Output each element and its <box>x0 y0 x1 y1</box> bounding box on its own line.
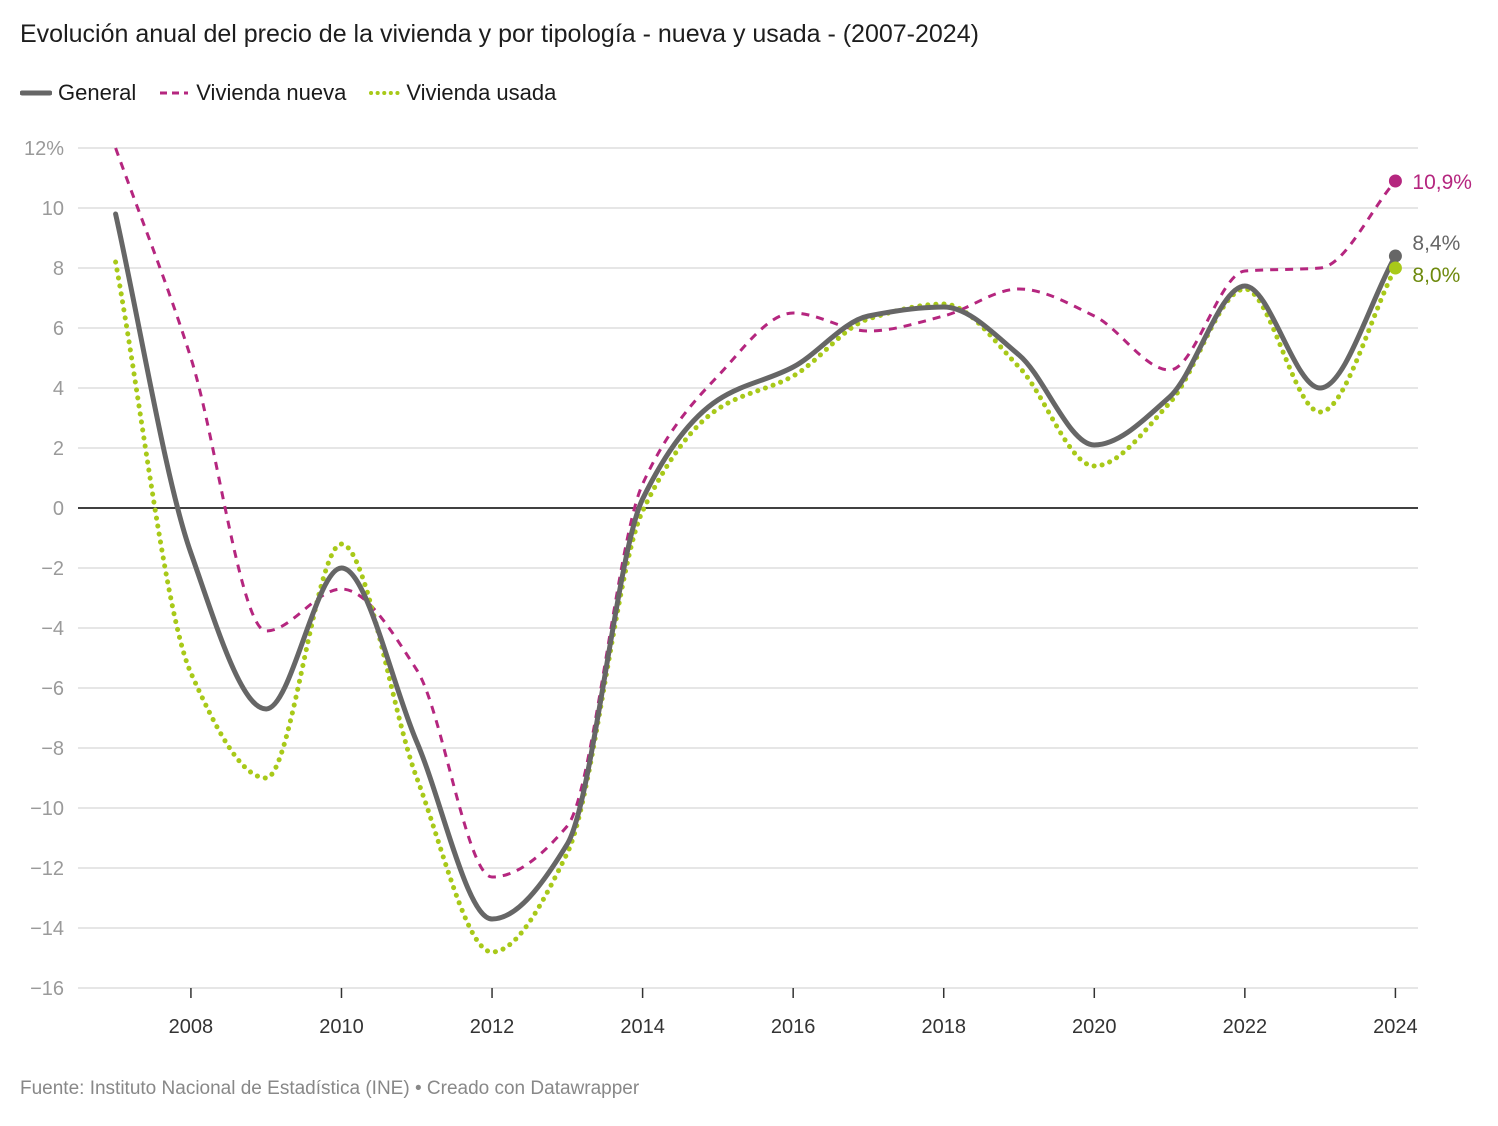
legend-swatch-usada <box>369 91 401 95</box>
x-tick-label: 2024 <box>1373 1016 1418 1038</box>
end-markers: 10,9% 8,4% 8,0% <box>1388 171 1472 287</box>
legend-label-usada: Vivienda usada <box>406 80 557 105</box>
legend-item-general: General <box>20 80 136 106</box>
legend-label-nueva: Vivienda nueva <box>196 80 347 105</box>
y-tick-label: −8 <box>41 738 64 760</box>
y-tick-label: 4 <box>53 378 64 400</box>
grid-lines <box>78 147 1418 989</box>
y-tick-label: 8 <box>53 258 64 280</box>
legend-item-usada: Vivienda usada <box>368 80 556 106</box>
y-tick-label: 12% <box>24 138 64 160</box>
end-label-usada: 8,0% <box>1412 264 1460 287</box>
y-axis-labels: 12% 10 8 6 4 2 0 −2 −4 −6 −8 −10 −12 −14 −16 <box>24 138 64 1000</box>
y-tick-label: −10 <box>30 798 64 820</box>
source-footer: Fuente: Instituto Nacional de Estadístic… <box>20 1078 640 1099</box>
series-line-nueva <box>114 147 1397 879</box>
x-axis: 2008 2010 2012 2014 2016 2018 2020 2022 2024 <box>169 988 1418 1038</box>
x-tick-label: 2020 <box>1072 1016 1117 1038</box>
y-tick-label: 10 <box>42 198 64 220</box>
chart-legend: General Vivienda nueva Vivienda usada <box>20 80 556 106</box>
end-point-general <box>1388 249 1402 263</box>
end-label-general: 8,4% <box>1412 232 1460 255</box>
legend-swatch-nueva <box>160 91 189 95</box>
legend-swatch-general <box>20 90 52 96</box>
end-point-usada <box>1388 261 1402 275</box>
y-tick-label: −6 <box>41 678 64 700</box>
y-tick-label: −2 <box>41 558 64 580</box>
chart-title: Evolución anual del precio de la viviend… <box>20 20 979 48</box>
legend-item-nueva: Vivienda nueva <box>158 80 346 106</box>
end-point-nueva <box>1388 174 1402 188</box>
x-tick-label: 2018 <box>921 1016 966 1038</box>
x-tick-label: 2016 <box>771 1016 816 1038</box>
y-tick-label: −12 <box>30 858 64 880</box>
legend-label-general: General <box>58 80 137 105</box>
series-line-general <box>113 211 1398 922</box>
series-lines <box>113 147 1398 955</box>
x-tick-label: 2010 <box>319 1016 364 1038</box>
end-label-nueva: 10,9% <box>1412 171 1472 194</box>
x-tick-label: 2022 <box>1223 1016 1268 1038</box>
y-tick-label: −16 <box>30 978 64 1000</box>
y-tick-label: 6 <box>53 318 64 340</box>
x-tick-label: 2014 <box>620 1016 665 1038</box>
y-tick-label: 2 <box>53 438 64 460</box>
x-tick-label: 2008 <box>169 1016 214 1038</box>
y-tick-label: −4 <box>41 618 64 640</box>
y-tick-label: −14 <box>30 918 64 940</box>
y-tick-label: 0 <box>53 498 64 520</box>
x-tick-label: 2012 <box>470 1016 515 1038</box>
